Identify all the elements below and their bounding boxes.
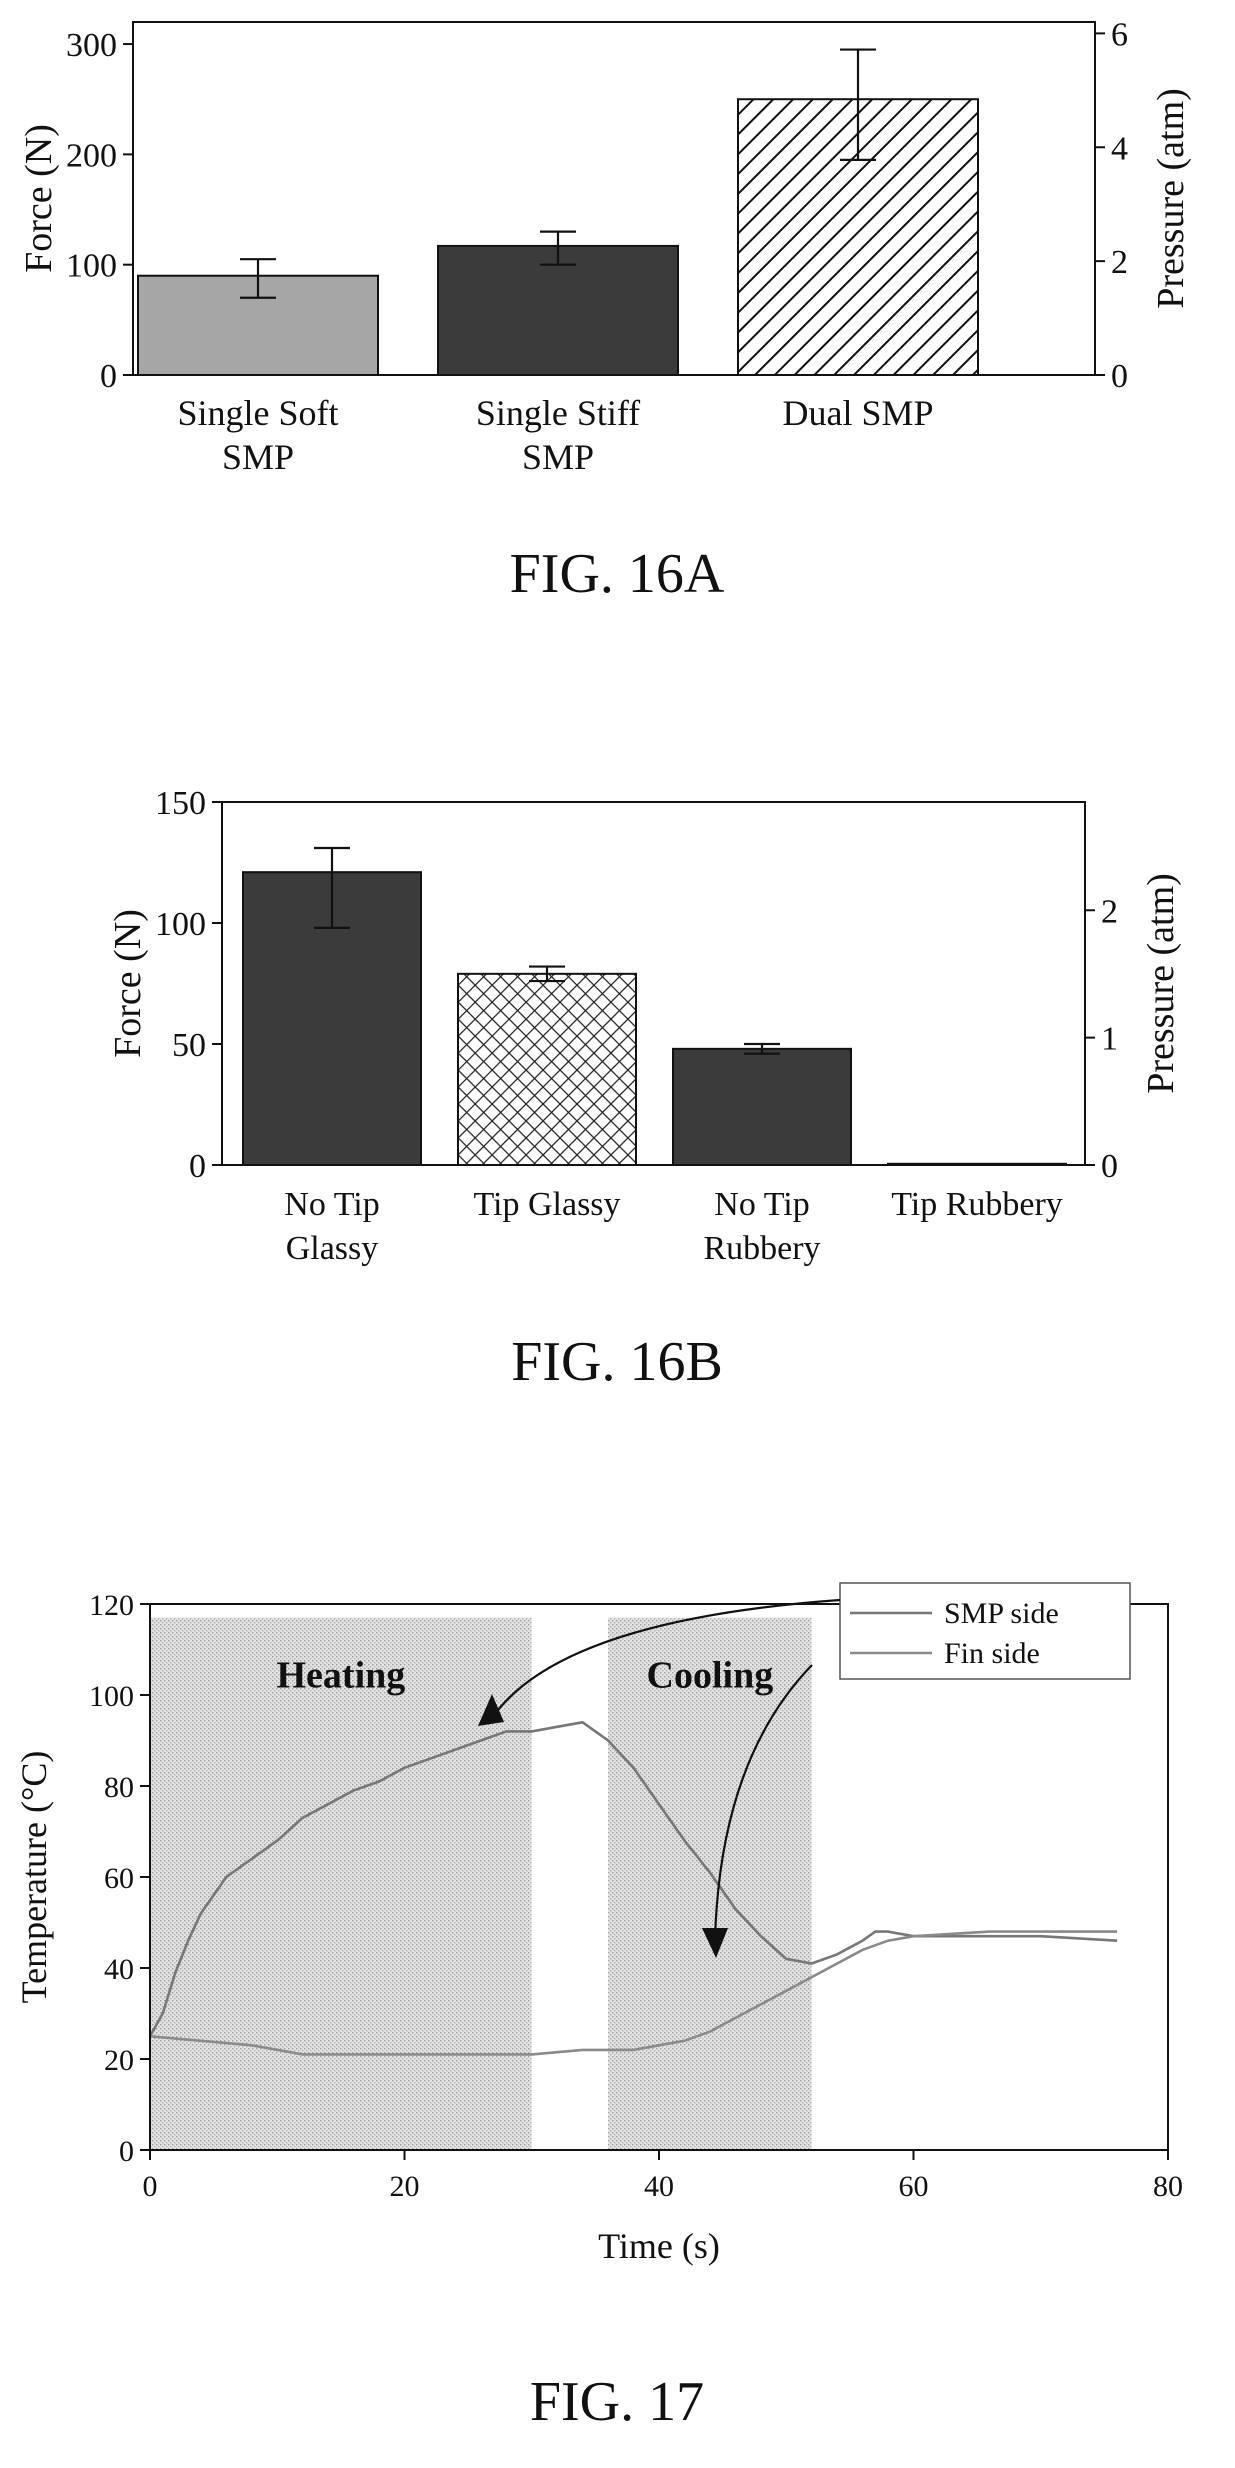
y-tick-label-1: 100 (66, 248, 117, 285)
bar-1 (457, 972, 637, 1166)
x-tick-label-3: 60 (899, 2170, 929, 2203)
arrow-line-0 (491, 1598, 841, 1719)
arrow-line-1 (713, 1664, 813, 1941)
y-tick-label-3: 60 (104, 1862, 134, 1895)
arrow-head-0 (478, 1694, 504, 1726)
x-tick-label-0-0: Single Soft (177, 393, 338, 433)
y-tick-label-5: 100 (89, 1680, 134, 1713)
y2-tick-label-1: 2 (1111, 244, 1128, 281)
y-axis-label: Force (N) (18, 124, 60, 273)
x-tick-label-0-1: Glassy (286, 1230, 379, 1267)
y-tick-label-3: 150 (155, 785, 206, 822)
y2-tick-label-0: 0 (1111, 358, 1128, 395)
x-tick-label-0: 0 (143, 2170, 158, 2203)
figure-caption: FIG. 16A (510, 543, 725, 605)
y-tick-label-3: 300 (66, 27, 117, 64)
chart-fig-17: Heating Cooling 0 20 40 60 80 0 20 40 60 80 100 120 Ti… (14, 1582, 1183, 2433)
y2-axis-label: Pressure (atm) (1150, 88, 1192, 309)
y-axis-label: Force (N) (107, 909, 149, 1058)
x-axis-label: Time (s) (598, 2226, 720, 2266)
region-label-1: Cooling (647, 1655, 774, 1697)
y-tick-label-6: 120 (89, 1589, 134, 1622)
y-tick-label-2: 100 (155, 906, 206, 943)
x-tick-label-0-1: SMP (222, 437, 294, 477)
x-tick-label-2-1: Rubbery (703, 1230, 820, 1267)
y-tick-label-1: 50 (172, 1027, 206, 1064)
y-tick-label-4: 80 (104, 1771, 134, 1804)
arrow-head-1 (702, 1928, 728, 1958)
x-tick-label-3-0: Tip Rubbery (891, 1186, 1063, 1223)
y2-axis-label: Pressure (atm) (1140, 873, 1182, 1094)
bar-3 (887, 1162, 1067, 1167)
x-tick-label-4: 80 (1153, 2170, 1183, 2203)
legend-label-0: SMP side (944, 1597, 1059, 1630)
y-axis-label: Temperature (°C) (14, 1751, 54, 2004)
x-tick-label-0-0: No Tip (284, 1186, 379, 1223)
y2-tick-label-2: 2 (1101, 893, 1118, 930)
x-tick-label-2-0: Dual SMP (782, 393, 933, 433)
y-tick-label-2: 200 (66, 137, 117, 174)
figure-caption: FIG. 17 (530, 2371, 704, 2433)
y-tick-label-1: 20 (104, 2044, 134, 2077)
y2-tick-label-3: 6 (1111, 16, 1128, 53)
y-tick-label-0: 0 (100, 358, 117, 395)
x-tick-label-2-0: No Tip (714, 1186, 809, 1223)
y2-tick-label-1: 1 (1101, 1021, 1118, 1058)
region-1 (608, 1617, 812, 2150)
plot-frame (221, 801, 1086, 1166)
x-tick-label-2: 40 (644, 2170, 674, 2203)
y2-tick-label-0: 0 (1101, 1148, 1118, 1185)
chart-fig-16b: No Tip Glassy Tip Glassy No Tip Rubbery Tip R… (107, 785, 1182, 1393)
y2-tick-label-2: 4 (1111, 130, 1128, 167)
x-tick-label-1-0: Tip Glassy (473, 1186, 620, 1223)
series-line-1 (149, 1930, 1118, 2056)
y-tick-label-2: 40 (104, 1953, 134, 1986)
region-0 (150, 1617, 532, 2150)
legend-label-1: Fin side (944, 1637, 1040, 1670)
series-line-0 (148, 1720, 1118, 2037)
figure-caption: FIG. 16B (511, 1331, 723, 1393)
bar-2 (672, 1047, 852, 1166)
x-tick-label-1-0: Single Stiff (476, 393, 640, 433)
x-tick-label-1: 20 (390, 2170, 420, 2203)
region-label-0: Heating (276, 1655, 405, 1697)
legend-box (839, 1582, 1131, 1680)
y-tick-label-0: 0 (119, 2135, 134, 2168)
x-tick-label-1-1: SMP (522, 437, 594, 477)
y-tick-label-0: 0 (189, 1148, 206, 1185)
